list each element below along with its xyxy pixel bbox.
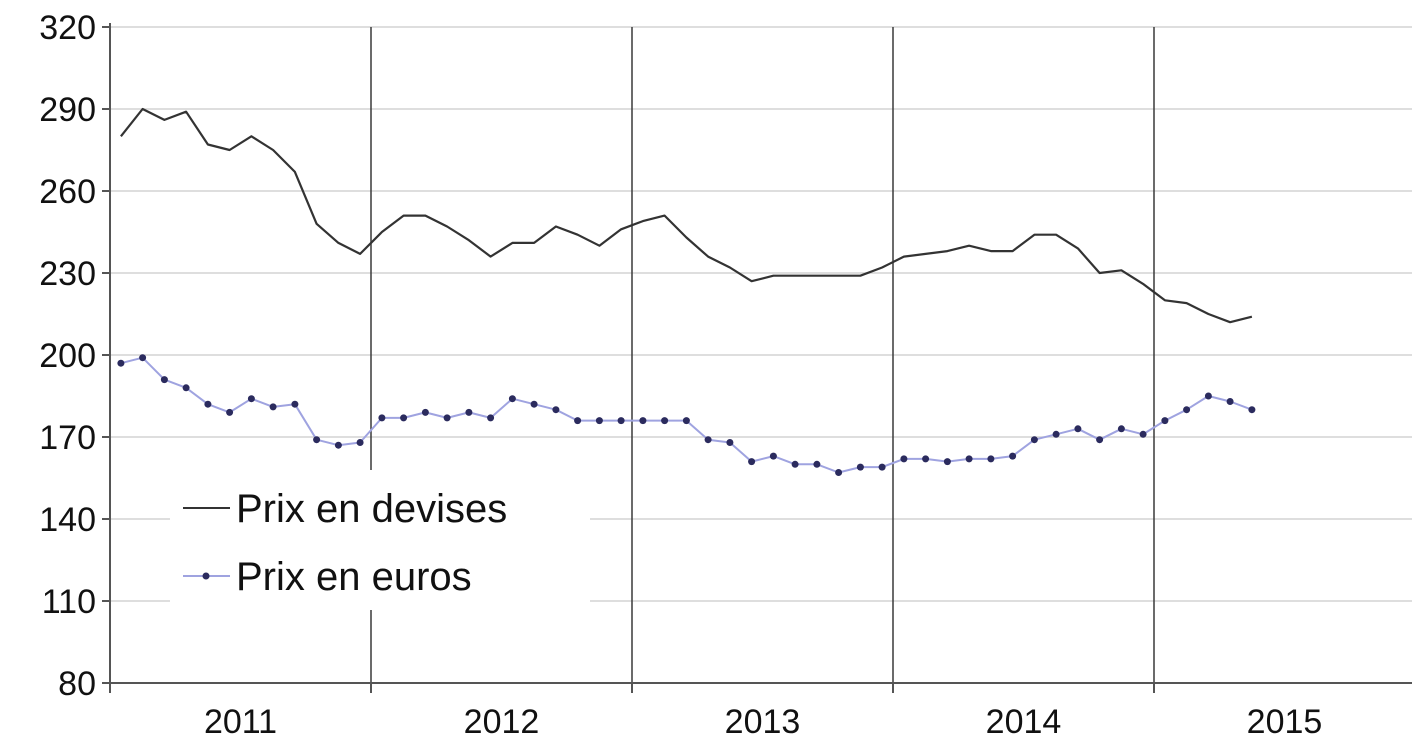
ytick-label-140: 140 [39,501,96,539]
data-point [378,414,386,422]
data-point [1204,392,1212,400]
data-point [1139,430,1147,438]
data-point [791,460,799,468]
legend-label-euros: Prix en euros [236,555,472,599]
data-point [465,408,473,416]
legend: Prix en devises Prix en euros [170,470,590,610]
data-point [443,414,451,422]
data-point [704,436,712,444]
data-point [639,417,647,425]
data-point [552,406,560,414]
data-point [1117,425,1125,433]
data-point [574,417,582,425]
x-axis-ticks: 2011 2012 2013 2014 2015 [109,683,1323,741]
data-point [595,417,603,425]
xtick-label-2011: 2011 [204,703,277,741]
data-point [269,403,277,411]
data-point [1096,436,1104,444]
data-point [748,458,756,466]
xtick-label-2015: 2015 [1247,703,1323,741]
data-point [182,384,190,392]
data-point [987,455,995,463]
data-point [204,400,212,408]
data-point [682,417,690,425]
data-point [334,441,342,449]
ytick-label-170: 170 [39,419,96,457]
data-point [1183,406,1191,414]
data-point [965,455,973,463]
ytick-label-290: 290 [39,91,96,129]
data-point [247,395,255,403]
data-point [813,460,821,468]
data-point [160,376,168,384]
data-point [356,439,364,446]
data-point [226,408,234,416]
legend-swatch-euros-marker [202,572,210,580]
data-point [1161,417,1169,425]
data-point [1226,398,1234,405]
data-point [1074,425,1082,433]
data-point [508,395,516,403]
ytick-label-110: 110 [42,583,96,621]
y-axis-ticks: 80 110 140 170 200 230 260 290 320 [39,9,110,703]
data-point [661,417,669,425]
ytick-label-200: 200 [39,337,96,375]
data-point [878,463,886,471]
data-point [943,458,951,466]
data-point [400,414,408,422]
data-point [117,359,125,367]
ytick-label-80: 80 [58,665,96,703]
data-point [1030,436,1038,444]
data-point [835,469,843,476]
data-point [617,417,625,425]
data-point [726,439,734,446]
legend-background [170,470,590,610]
data-point [530,400,538,408]
data-point [1248,406,1256,414]
ytick-label-230: 230 [39,255,96,293]
data-point [291,400,299,408]
data-point [421,408,429,416]
series-layer [117,107,1256,476]
data-point [1009,452,1017,460]
series-1 [117,354,1256,476]
data-point [922,455,930,463]
xtick-label-2014: 2014 [986,703,1062,741]
series-line-0 [120,107,1253,324]
ytick-label-260: 260 [39,173,96,211]
data-point [1052,430,1060,438]
series-0 [120,107,1253,324]
data-point [769,452,777,460]
xtick-label-2013: 2013 [725,703,801,741]
data-point [487,414,495,422]
data-point [900,455,908,463]
data-point [139,354,147,362]
data-point [856,463,864,471]
legend-label-devises: Prix en devises [236,487,507,531]
ytick-label-320: 320 [39,9,96,47]
data-point [313,436,321,444]
xtick-label-2012: 2012 [464,703,540,741]
